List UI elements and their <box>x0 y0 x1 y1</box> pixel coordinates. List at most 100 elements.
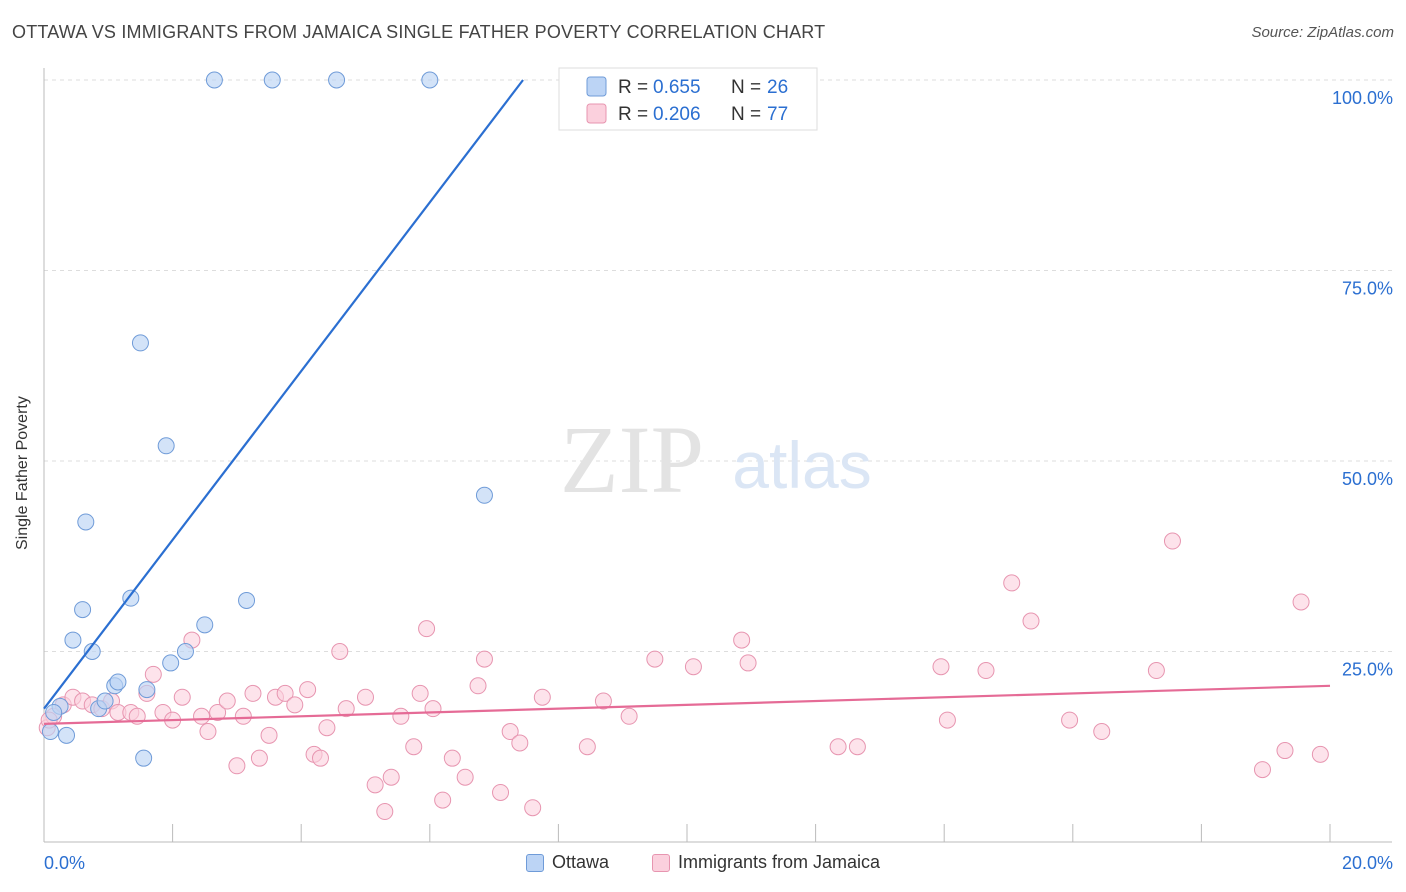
data-point-ottawa <box>45 703 63 721</box>
legend-r-label: R = <box>618 77 648 98</box>
data-point-jamaica <box>173 688 191 706</box>
data-point-jamaica <box>228 757 246 775</box>
data-point-jamaica <box>1003 574 1021 592</box>
data-point-jamaica <box>218 692 236 710</box>
x-tick-label: 20.0% <box>1342 853 1393 873</box>
data-point-ottawa <box>96 692 114 710</box>
trend-lines <box>43 79 1331 725</box>
legend-item-ottawa: Ottawa <box>526 852 609 873</box>
legend-top: R = 0.655 N = 26 R = 0.206 N = 77 <box>558 67 818 131</box>
data-point-jamaica <box>511 734 529 752</box>
data-point-jamaica <box>405 738 423 756</box>
data-point-ottawa <box>135 749 153 767</box>
legend-label-jamaica: Immigrants from Jamaica <box>678 852 881 872</box>
data-point-jamaica <box>311 749 329 767</box>
data-point-ottawa <box>74 601 92 619</box>
data-point-jamaica <box>276 684 294 702</box>
y-tick-label: 100.0% <box>1332 88 1393 108</box>
data-point-ottawa <box>64 631 82 649</box>
data-point-jamaica <box>209 703 227 721</box>
data-point-jamaica <box>193 707 211 725</box>
data-point-jamaica <box>1253 761 1271 779</box>
data-point-jamaica <box>848 738 866 756</box>
data-point-ottawa <box>138 681 156 699</box>
data-point-jamaica <box>739 654 757 672</box>
data-point-ottawa <box>83 643 101 660</box>
x-tick-label: 0.0% <box>44 853 85 873</box>
data-point-jamaica <box>1163 532 1181 550</box>
legend-n-value-ottawa: 26 <box>767 77 788 98</box>
series-jamaica <box>38 532 1329 821</box>
legend-item-jamaica: Immigrants from Jamaica <box>652 852 880 873</box>
data-point-jamaica <box>286 696 304 714</box>
data-point-jamaica <box>244 684 262 702</box>
data-point-jamaica <box>594 692 612 710</box>
data-point-jamaica <box>1061 711 1079 729</box>
y-axis-label: Single Father Poverty <box>14 396 31 550</box>
tick-labels: 100.0% 75.0% 50.0% 25.0% 0.0% 20.0% <box>44 88 1393 873</box>
data-point-jamaica <box>392 707 410 725</box>
data-point-jamaica <box>318 719 336 737</box>
data-point-ottawa <box>196 616 214 634</box>
data-point-ottawa <box>109 673 127 691</box>
data-point-jamaica <box>357 688 374 706</box>
data-point-jamaica <box>250 749 268 767</box>
legend-r-value-ottawa: 0.655 <box>653 77 701 98</box>
legend-swatch-jamaica <box>652 853 670 872</box>
data-point-ottawa <box>263 71 281 89</box>
legend-n-value-jamaica: 77 <box>767 104 788 125</box>
data-point-jamaica <box>1022 612 1040 630</box>
chart-title: OTTAWA VS IMMIGRANTS FROM JAMAICA SINGLE… <box>12 22 826 42</box>
y-tick-label: 75.0% <box>1342 279 1393 299</box>
data-point-jamaica <box>144 665 162 683</box>
data-point-jamaica <box>418 620 436 638</box>
data-point-jamaica <box>382 768 400 786</box>
legend-swatch-ottawa <box>526 853 544 872</box>
series-ottawa <box>41 71 493 767</box>
data-point-jamaica <box>469 677 487 695</box>
data-point-jamaica <box>1276 742 1294 760</box>
data-point-jamaica <box>234 707 252 725</box>
data-point-jamaica <box>366 776 384 794</box>
watermark: ZIP atlas <box>560 406 872 513</box>
data-point-ottawa <box>475 486 493 504</box>
data-point-jamaica <box>260 726 278 744</box>
data-point-jamaica <box>443 749 461 767</box>
data-point-jamaica <box>829 738 847 756</box>
data-point-jamaica <box>331 643 349 660</box>
data-point-jamaica <box>620 707 638 725</box>
data-point-jamaica <box>411 684 429 702</box>
data-point-jamaica <box>1311 745 1329 763</box>
data-point-ottawa <box>176 643 194 660</box>
legend-n-label: N = <box>731 77 761 98</box>
data-point-jamaica <box>1093 723 1111 741</box>
data-point-jamaica <box>434 791 452 809</box>
axes <box>43 68 1392 843</box>
data-point-ottawa <box>421 71 439 89</box>
data-point-jamaica <box>733 631 751 649</box>
data-point-ottawa <box>131 334 149 352</box>
data-point-jamaica <box>456 768 474 786</box>
data-point-ottawa <box>205 71 223 89</box>
data-point-jamaica <box>199 723 217 741</box>
watermark-atlas: atlas <box>732 428 871 502</box>
data-point-ottawa <box>328 71 346 89</box>
data-point-jamaica <box>337 700 355 718</box>
data-point-ottawa <box>77 513 95 531</box>
data-point-ottawa <box>122 589 140 607</box>
trend-line-jamaica <box>43 684 1331 725</box>
data-point-jamaica <box>533 688 551 706</box>
trend-line-ottawa <box>43 79 524 710</box>
y-tick-label: 25.0% <box>1342 660 1393 680</box>
data-point-jamaica <box>299 681 317 699</box>
data-point-ottawa <box>157 437 175 455</box>
data-point-ottawa <box>58 726 76 744</box>
legend-swatch-ottawa <box>586 76 607 97</box>
data-point-jamaica <box>424 700 442 718</box>
data-point-ottawa <box>162 654 180 672</box>
data-point-jamaica <box>1292 593 1310 611</box>
data-point-jamaica <box>684 658 702 676</box>
legend-r-value-jamaica: 0.206 <box>653 104 701 125</box>
data-point-ottawa <box>238 591 256 609</box>
